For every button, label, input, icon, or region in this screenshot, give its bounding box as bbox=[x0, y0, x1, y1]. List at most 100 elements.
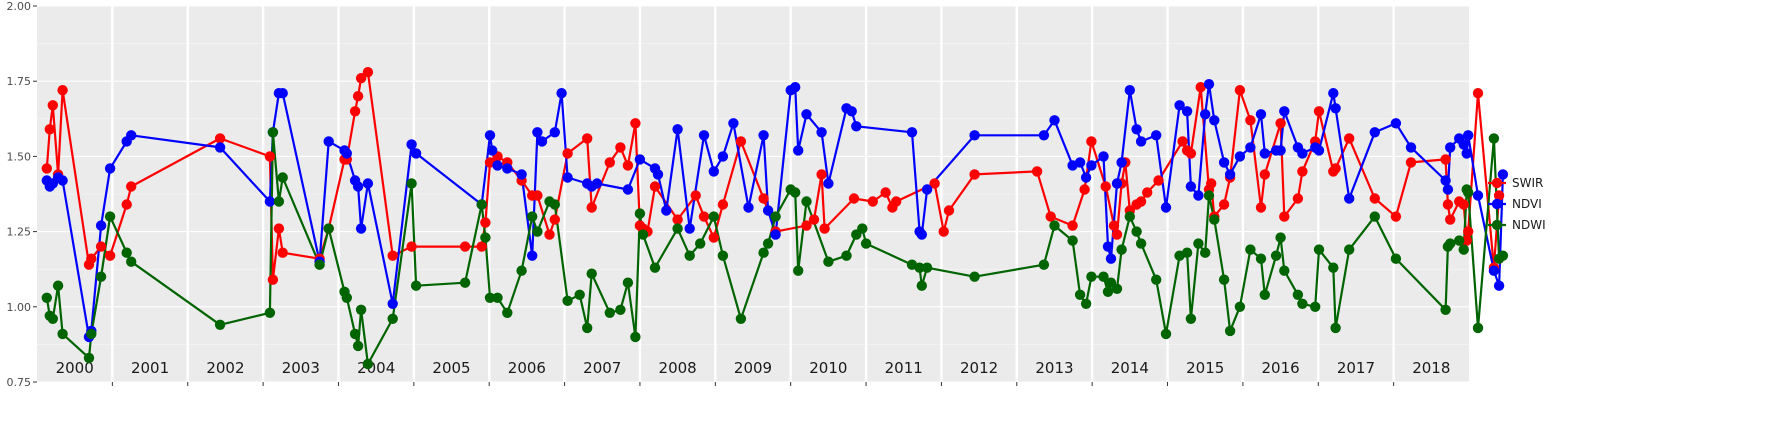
data-point-ndvi bbox=[492, 160, 503, 171]
legend-key-dot-ndwi bbox=[1491, 219, 1503, 231]
year-label: 2015 bbox=[1186, 359, 1224, 377]
data-point-swir bbox=[819, 223, 830, 234]
data-point-ndvi bbox=[793, 145, 804, 156]
y-tick-label: 0.75 bbox=[7, 376, 32, 389]
data-point-swir bbox=[1100, 181, 1111, 192]
data-point-ndwi bbox=[1463, 187, 1474, 198]
data-point-ndwi bbox=[264, 307, 276, 318]
data-point-ndvi bbox=[816, 127, 827, 138]
data-point-ndwi bbox=[637, 229, 649, 240]
year-label: 2005 bbox=[432, 359, 470, 377]
data-point-ndvi bbox=[1497, 169, 1509, 180]
data-point-swir bbox=[121, 199, 132, 210]
data-point-swir bbox=[582, 133, 593, 144]
data-point-swir bbox=[622, 160, 634, 171]
data-point-ndvi bbox=[969, 130, 980, 141]
data-point-ndwi bbox=[1344, 244, 1355, 255]
data-point-ndwi bbox=[1279, 265, 1290, 276]
data-point-ndwi bbox=[1067, 235, 1078, 246]
data-point-ndvi bbox=[1086, 160, 1097, 171]
data-point-swir bbox=[1297, 166, 1308, 177]
data-point-ndwi bbox=[1074, 289, 1086, 300]
data-point-swir bbox=[816, 169, 827, 180]
data-point-swir bbox=[41, 163, 52, 174]
data-point-ndvi bbox=[762, 205, 774, 216]
data-point-ndvi bbox=[1124, 85, 1136, 96]
data-point-swir bbox=[848, 193, 860, 204]
year-label: 2013 bbox=[1035, 359, 1073, 377]
data-point-ndvi bbox=[484, 130, 496, 141]
data-point-ndwi bbox=[823, 256, 834, 267]
data-point-swir bbox=[1195, 82, 1206, 93]
data-point-ndwi bbox=[1124, 211, 1136, 222]
data-point-ndwi bbox=[387, 313, 398, 324]
data-point-ndwi bbox=[615, 304, 626, 315]
data-point-swir bbox=[615, 142, 626, 153]
data-point-swir bbox=[1045, 211, 1056, 222]
data-point-ndwi bbox=[586, 268, 597, 279]
data-point-ndwi bbox=[630, 331, 641, 343]
data-point-ndwi bbox=[708, 211, 719, 222]
data-point-ndvi bbox=[1185, 181, 1197, 192]
data-point-ndwi bbox=[790, 187, 801, 198]
legend-key-dot-swir bbox=[1491, 177, 1503, 189]
data-point-ndwi bbox=[1116, 244, 1127, 255]
data-point-ndvi bbox=[1160, 202, 1172, 213]
data-point-ndwi bbox=[1313, 244, 1325, 255]
data-point-ndwi bbox=[83, 352, 95, 364]
data-point-ndwi bbox=[1111, 283, 1123, 294]
data-point-swir bbox=[362, 67, 374, 78]
data-point-swir bbox=[969, 169, 980, 180]
data-point-ndwi bbox=[126, 256, 137, 267]
year-label: 2007 bbox=[583, 359, 621, 377]
data-point-ndvi bbox=[1472, 190, 1484, 201]
data-point-ndwi bbox=[770, 211, 781, 222]
data-point-swir bbox=[349, 106, 361, 117]
data-point-ndwi bbox=[1185, 313, 1197, 324]
data-point-swir bbox=[1313, 106, 1325, 117]
year-label: 2012 bbox=[960, 359, 998, 377]
year-label: 2018 bbox=[1412, 359, 1450, 377]
data-point-ndvi bbox=[387, 298, 398, 309]
data-point-swir bbox=[1458, 199, 1469, 210]
data-point-ndvi bbox=[1080, 172, 1092, 183]
data-point-swir bbox=[1234, 85, 1246, 96]
data-point-ndvi bbox=[1461, 148, 1472, 159]
data-point-ndvi bbox=[801, 109, 812, 120]
data-point-ndvi bbox=[770, 229, 781, 240]
data-point-ndwi bbox=[860, 238, 872, 249]
data-point-ndvi bbox=[1111, 178, 1123, 189]
legend-label-ndwi: NDWI bbox=[1512, 218, 1546, 232]
data-point-swir bbox=[1493, 190, 1505, 201]
data-point-ndvi bbox=[1328, 88, 1339, 99]
data-point-ndwi bbox=[762, 238, 774, 249]
data-point-swir bbox=[44, 124, 55, 135]
year-label: 2002 bbox=[206, 359, 244, 377]
data-point-ndwi bbox=[1369, 211, 1381, 222]
data-point-ndwi bbox=[1255, 253, 1267, 264]
data-point-ndvi bbox=[1275, 145, 1286, 156]
data-point-swir bbox=[544, 229, 555, 240]
data-point-ndvi bbox=[1098, 151, 1109, 162]
data-point-swir bbox=[277, 247, 288, 258]
data-point-ndwi bbox=[476, 199, 487, 210]
data-point-ndvi bbox=[1105, 253, 1117, 264]
data-point-ndwi bbox=[793, 265, 804, 276]
data-point-ndvi bbox=[95, 220, 107, 231]
data-point-ndvi bbox=[1488, 265, 1500, 276]
year-label: 2008 bbox=[659, 359, 697, 377]
year-label: 2000 bbox=[56, 359, 94, 377]
data-point-swir bbox=[929, 178, 940, 189]
data-point-ndvi bbox=[1193, 190, 1204, 201]
data-point-ndvi bbox=[1151, 130, 1162, 141]
data-point-swir bbox=[1079, 184, 1090, 195]
data-point-swir bbox=[459, 241, 471, 252]
data-point-ndvi bbox=[1209, 115, 1220, 126]
data-point-ndvi bbox=[1369, 127, 1381, 138]
data-point-ndwi bbox=[1160, 328, 1172, 340]
data-point-ndvi bbox=[846, 106, 857, 117]
data-point-swir bbox=[1245, 115, 1256, 126]
data-point-ndvi bbox=[906, 127, 918, 138]
data-point-swir bbox=[57, 85, 68, 96]
data-point-ndvi bbox=[57, 175, 68, 186]
